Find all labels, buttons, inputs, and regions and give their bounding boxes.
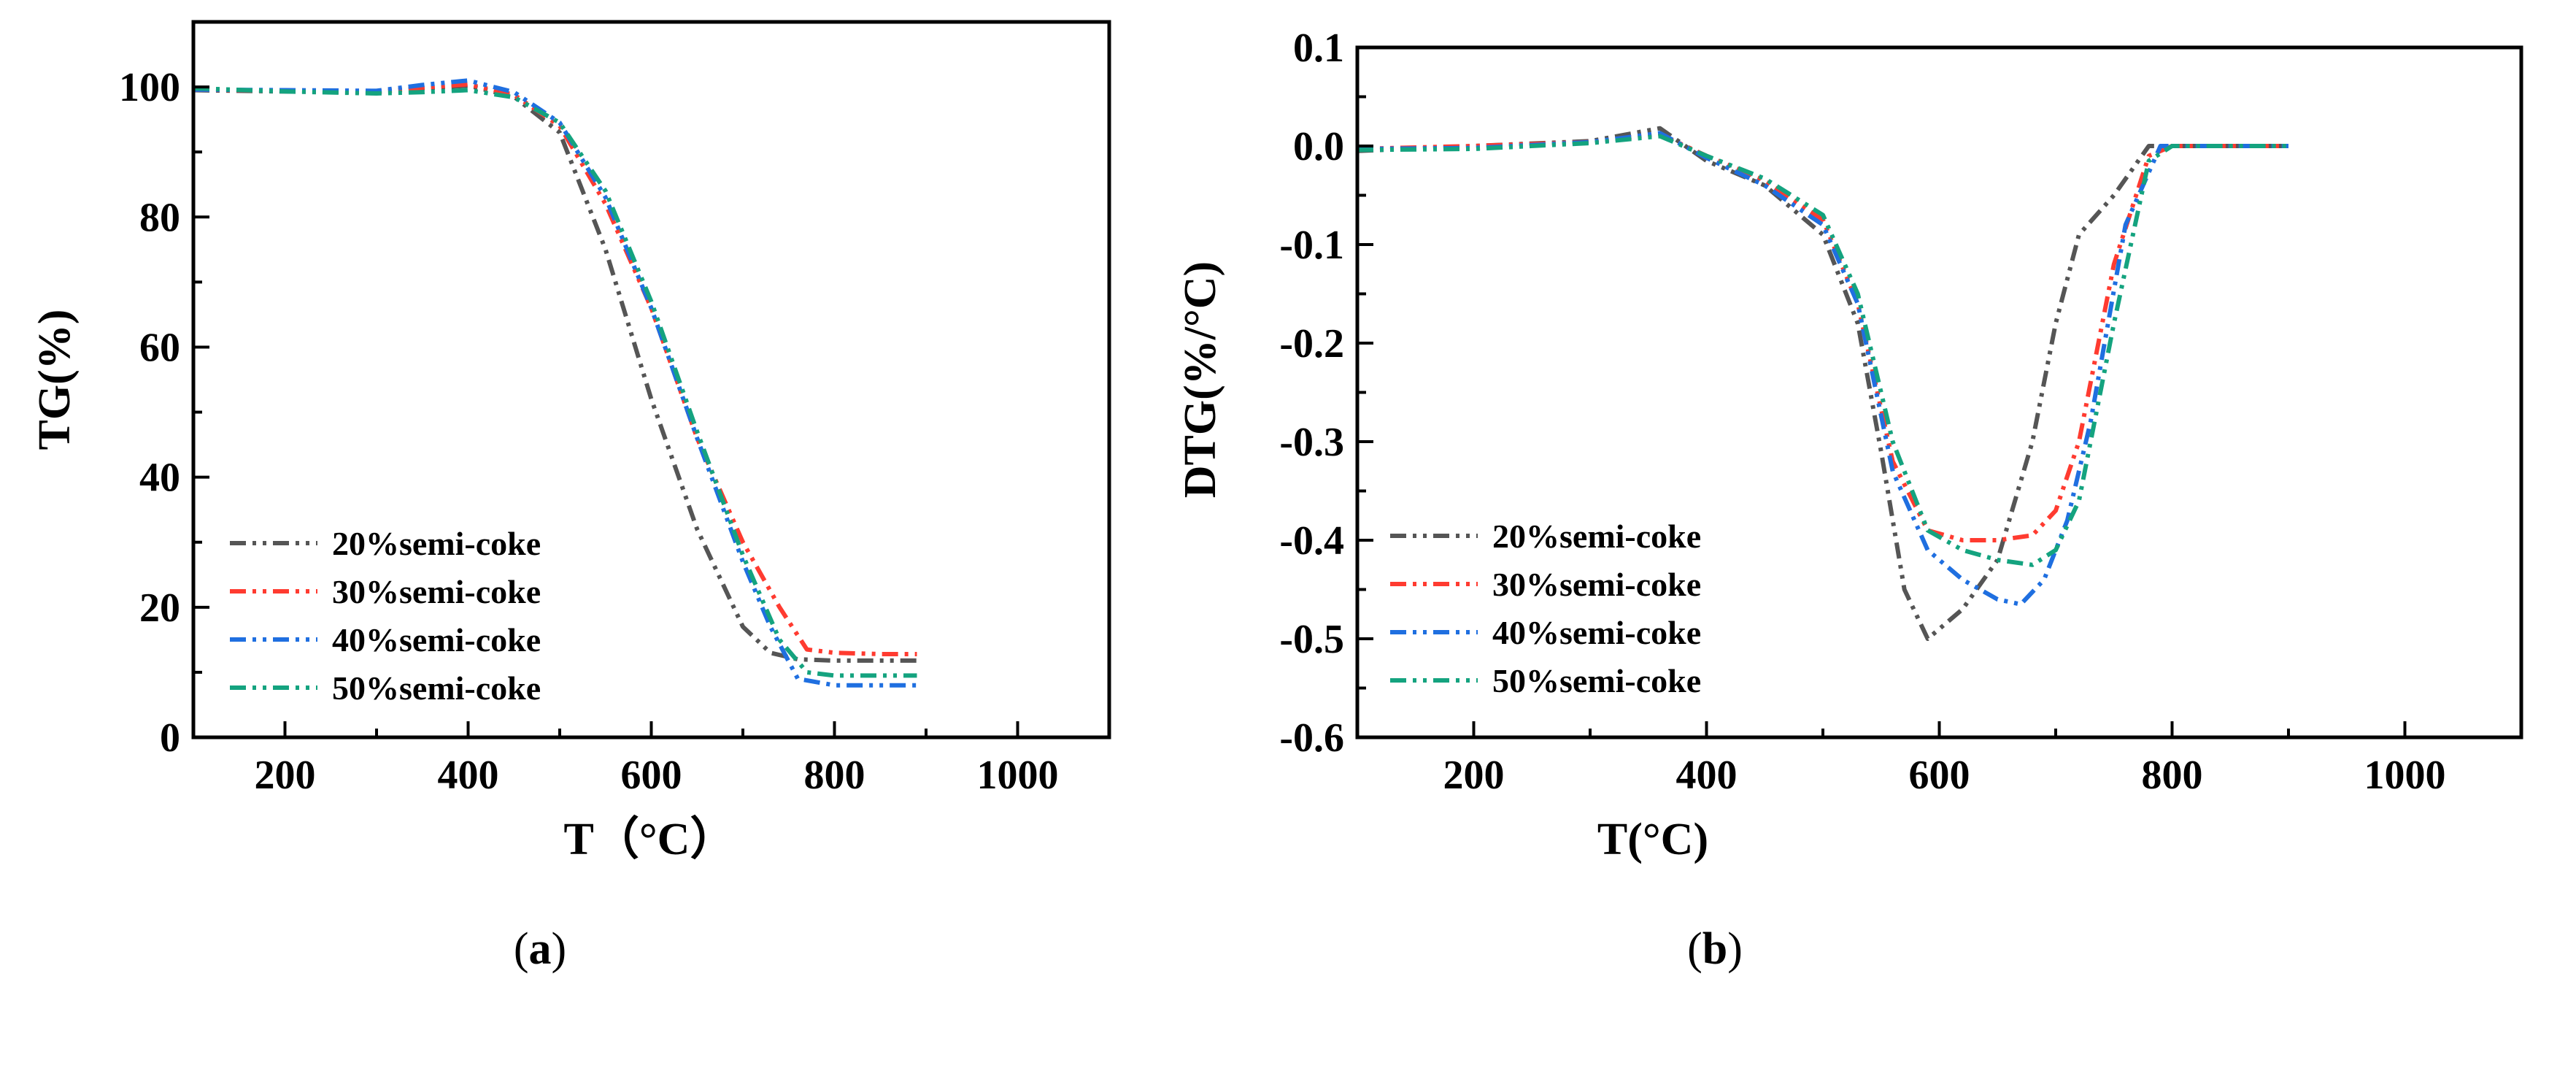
- series-line-40pct-semi-coke: [193, 78, 917, 688]
- y-tick-label: 20: [139, 585, 180, 631]
- y-axis-title: TG(%): [30, 310, 80, 450]
- legend-label: 50%semi-coke: [332, 669, 541, 707]
- legend-label: 40%semi-coke: [1492, 614, 1701, 651]
- series-line-50pct-semi-coke: [193, 85, 917, 678]
- legend-label: 20%semi-coke: [1492, 518, 1701, 555]
- y-tick-label: -0.6: [1279, 715, 1344, 761]
- y-tick-label: 60: [139, 325, 180, 370]
- y-tick-label: -0.1: [1279, 223, 1344, 268]
- x-tick-label: 200: [1443, 753, 1505, 798]
- legend-label: 20%semi-coke: [332, 525, 541, 562]
- y-tick-label: -0.2: [1279, 321, 1344, 366]
- legend-label: 30%semi-coke: [332, 573, 541, 610]
- dtg-chart-panel: 200 400 600 800 1000 0.1 0.0 -0.1 -0.2 -0.3 -0.4 -0…: [1176, 26, 2523, 864]
- y-tick-label: 40: [139, 456, 180, 501]
- x-tick-label: 400: [1676, 753, 1738, 798]
- legend-label: 30%semi-coke: [1492, 566, 1701, 603]
- series-line-50pct-semi-coke: [1357, 134, 2288, 567]
- plot-frame: [191, 20, 1111, 740]
- legend-label: 50%semi-coke: [1492, 662, 1701, 699]
- x-tick-label: 1000: [2364, 753, 2446, 798]
- x-tick-label: 200: [255, 753, 316, 798]
- caption-b: (b): [1687, 924, 1743, 974]
- tg-chart-panel: 200 400 600 800 1000 0 20 40 60 80 100 T（°C） TG(%) 2…: [30, 20, 1111, 864]
- y-tick-label: -0.3: [1279, 420, 1344, 465]
- y-tick-label: 0.0: [1293, 124, 1344, 169]
- y-tick-label: 100: [119, 65, 180, 110]
- series-line-30pct-semi-coke: [1357, 131, 2288, 542]
- y-tick-label: 80: [139, 195, 180, 240]
- x-tick-label: 800: [804, 753, 865, 798]
- x-tick-label: 600: [621, 753, 682, 798]
- series-line-20pct-semi-coke: [193, 83, 917, 663]
- caption-a: (a): [514, 924, 566, 974]
- x-tick-label: 1000: [977, 753, 1059, 798]
- series-line-30pct-semi-coke: [193, 82, 917, 656]
- x-tick-label: 600: [1909, 753, 1970, 798]
- x-tick-label: 400: [438, 753, 499, 798]
- y-tick-label: 0.1: [1293, 26, 1344, 71]
- x-axis-title: T（°C）: [564, 813, 736, 864]
- series-line-20pct-semi-coke: [1357, 126, 2288, 641]
- y-axis-title: DTG(%/°C): [1176, 261, 1225, 498]
- x-tick-label: 800: [2142, 753, 2203, 798]
- y-tick-label: -0.4: [1279, 518, 1344, 564]
- y-tick-label: 0: [160, 715, 180, 761]
- y-tick-label: -0.5: [1279, 617, 1344, 662]
- x-axis-title: T(°C): [1597, 815, 1708, 864]
- legend-label: 40%semi-coke: [332, 621, 541, 658]
